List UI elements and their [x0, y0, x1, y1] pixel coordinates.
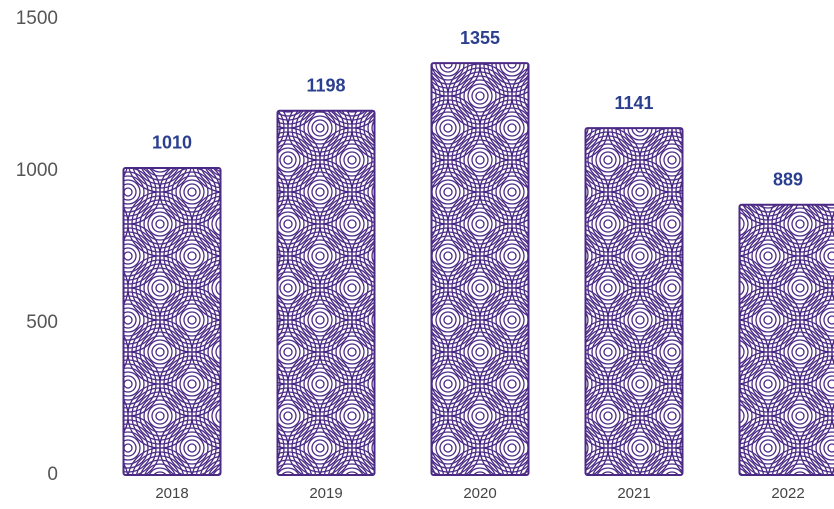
value-label: 1198 — [306, 76, 345, 96]
bar — [124, 168, 221, 475]
bar — [586, 128, 683, 475]
x-tick-label: 2020 — [463, 485, 496, 502]
value-label: 889 — [773, 169, 803, 189]
x-tick-label: 2019 — [309, 485, 342, 502]
y-tick-label: 500 — [26, 312, 58, 333]
bar — [432, 63, 529, 475]
x-tick-label: 2021 — [617, 485, 650, 502]
value-label: 1010 — [152, 133, 192, 153]
y-tick-label: 1000 — [16, 160, 58, 181]
value-label: 1141 — [614, 93, 653, 113]
value-label: 1355 — [460, 28, 500, 48]
y-tick-label: 1500 — [16, 8, 58, 29]
x-tick-label: 2022 — [771, 485, 804, 502]
y-tick-label: 0 — [47, 464, 58, 485]
bar — [740, 205, 834, 475]
chart: 0 500 1000 1500 2018 1010 2019 1198 2020 1355 2021… — [0, 0, 834, 509]
bar — [278, 111, 375, 475]
x-tick-label: 2018 — [155, 485, 188, 502]
